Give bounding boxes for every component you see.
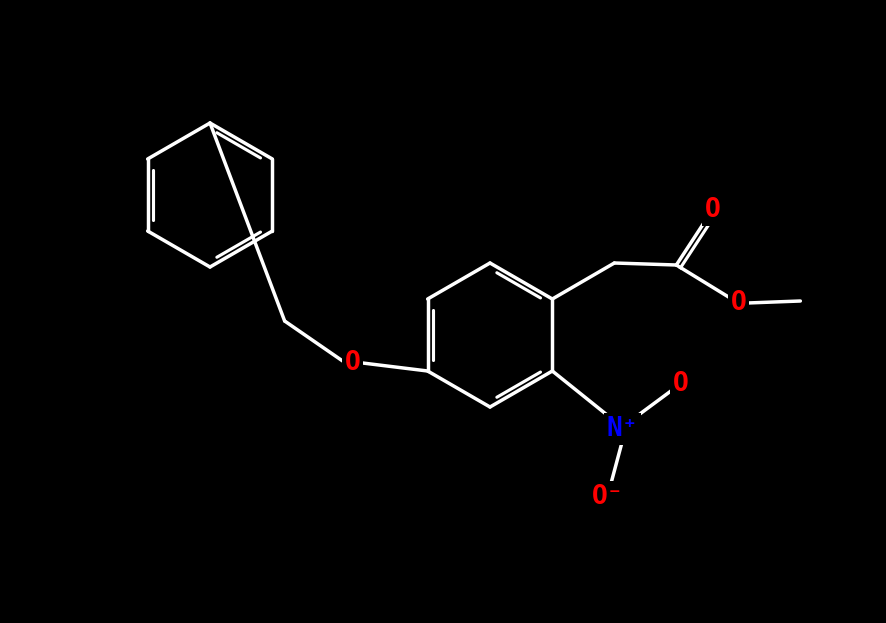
- Text: O: O: [704, 197, 720, 223]
- Text: O: O: [345, 350, 361, 376]
- Text: O: O: [730, 290, 746, 316]
- Text: N⁺: N⁺: [607, 416, 638, 442]
- Text: O⁻: O⁻: [592, 484, 623, 510]
- Text: O: O: [672, 371, 688, 397]
